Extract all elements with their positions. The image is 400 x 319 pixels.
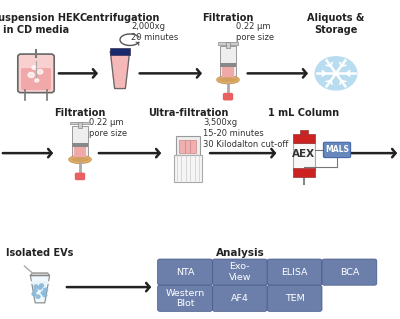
Circle shape xyxy=(38,286,42,289)
Text: AF4: AF4 xyxy=(231,294,249,303)
Text: ELISA: ELISA xyxy=(281,268,308,277)
Bar xyxy=(226,42,230,48)
Circle shape xyxy=(32,66,37,70)
FancyBboxPatch shape xyxy=(21,68,51,90)
FancyBboxPatch shape xyxy=(322,259,377,285)
Text: 1 mL Column: 1 mL Column xyxy=(268,108,340,118)
Bar xyxy=(70,122,90,124)
FancyBboxPatch shape xyxy=(323,142,350,158)
Circle shape xyxy=(34,285,38,288)
Bar xyxy=(174,155,202,182)
Text: Ultra-filtration: Ultra-filtration xyxy=(148,108,228,118)
Ellipse shape xyxy=(69,155,91,164)
Text: Centrifugation: Centrifugation xyxy=(80,13,160,23)
Text: 0.22 μm
pore size: 0.22 μm pore size xyxy=(89,118,127,138)
FancyBboxPatch shape xyxy=(18,54,54,93)
Polygon shape xyxy=(30,276,50,303)
Bar xyxy=(190,140,196,153)
Polygon shape xyxy=(110,52,130,88)
Bar xyxy=(31,281,49,284)
Text: Filtration: Filtration xyxy=(202,13,254,23)
Bar xyxy=(78,122,82,128)
Circle shape xyxy=(35,79,39,82)
Bar xyxy=(185,140,190,153)
Ellipse shape xyxy=(218,77,238,82)
Text: NTA: NTA xyxy=(176,268,194,277)
Text: Exo-
View: Exo- View xyxy=(228,263,251,282)
Bar xyxy=(293,134,315,143)
Text: Analysis: Analysis xyxy=(216,249,264,258)
Circle shape xyxy=(315,57,357,90)
Bar xyxy=(218,42,238,45)
FancyBboxPatch shape xyxy=(158,259,212,285)
FancyBboxPatch shape xyxy=(158,285,212,311)
Text: Filtration: Filtration xyxy=(54,108,106,118)
Bar xyxy=(72,126,88,160)
Circle shape xyxy=(40,284,44,287)
Polygon shape xyxy=(30,273,50,276)
FancyBboxPatch shape xyxy=(223,93,233,100)
Text: 0.22 μm
pore size: 0.22 μm pore size xyxy=(236,22,274,42)
Circle shape xyxy=(32,293,36,296)
Bar xyxy=(300,130,308,134)
Text: AEX: AEX xyxy=(292,149,316,159)
Text: MALS: MALS xyxy=(325,145,349,154)
Circle shape xyxy=(37,70,43,74)
Bar xyxy=(74,144,86,158)
Bar xyxy=(176,136,200,155)
FancyBboxPatch shape xyxy=(75,173,85,180)
Text: Aliquots &
Storage: Aliquots & Storage xyxy=(307,13,365,35)
Text: 2,000xg
20 minutes: 2,000xg 20 minutes xyxy=(131,22,178,42)
Circle shape xyxy=(33,289,37,292)
Text: 3,500xg
15-20 minutes
30 Kilodalton cut-off: 3,500xg 15-20 minutes 30 Kilodalton cut-… xyxy=(203,118,288,149)
Bar xyxy=(293,168,315,177)
Text: Isolated EVs: Isolated EVs xyxy=(6,249,74,258)
Bar xyxy=(222,64,234,78)
Circle shape xyxy=(41,291,45,294)
Circle shape xyxy=(28,72,34,78)
Ellipse shape xyxy=(70,157,90,162)
FancyBboxPatch shape xyxy=(212,285,267,311)
Bar xyxy=(220,63,236,67)
Ellipse shape xyxy=(217,76,239,84)
Circle shape xyxy=(36,295,40,298)
Bar xyxy=(179,140,185,153)
Text: Western
Blot: Western Blot xyxy=(165,289,205,308)
Text: BCA: BCA xyxy=(340,268,359,277)
Bar xyxy=(110,48,130,55)
Bar xyxy=(72,143,88,147)
Text: TEM: TEM xyxy=(285,294,304,303)
FancyBboxPatch shape xyxy=(212,259,267,285)
Circle shape xyxy=(43,293,47,297)
Circle shape xyxy=(44,288,48,291)
Bar xyxy=(220,46,236,80)
Bar xyxy=(293,143,315,170)
FancyBboxPatch shape xyxy=(267,285,322,311)
Text: Suspension HEK
in CD media: Suspension HEK in CD media xyxy=(0,13,80,35)
FancyBboxPatch shape xyxy=(267,259,322,285)
